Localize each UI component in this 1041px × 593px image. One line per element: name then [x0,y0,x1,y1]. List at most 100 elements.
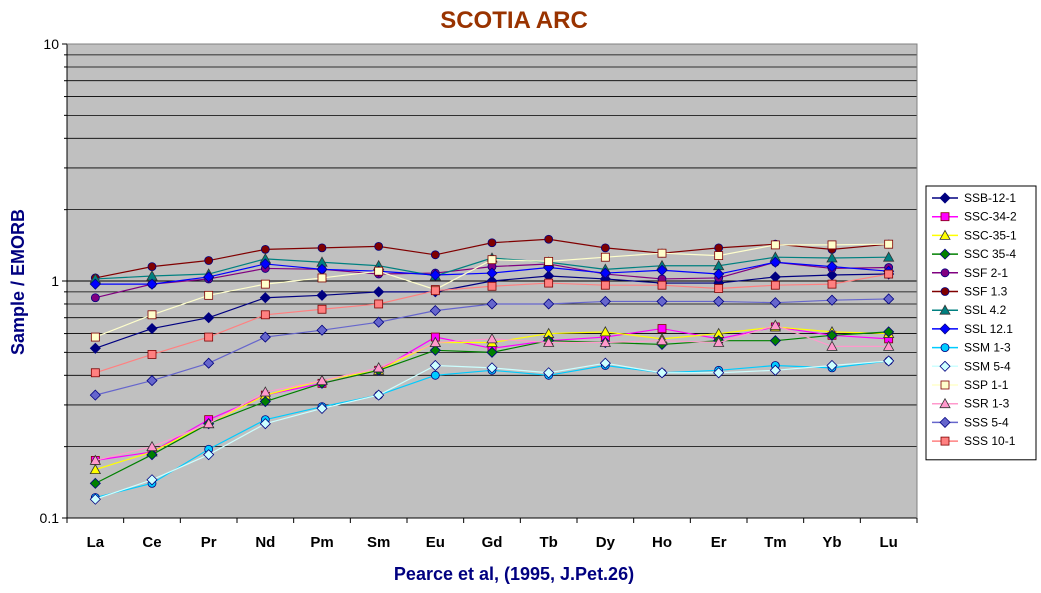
data-point [90,368,100,378]
legend-label: SSB-12-1 [964,191,1016,205]
series-10 [90,239,894,342]
x-tick-label: Ce [142,534,161,551]
legend-label: SSC 35-4 [964,247,1016,261]
data-point [316,374,328,385]
data-point [429,269,441,281]
data-point [487,238,497,248]
data-point [146,278,158,290]
data-point [599,295,611,307]
data-point [826,329,838,341]
x-tick-label: Ho [652,534,672,551]
data-point [90,332,100,342]
data-point [260,279,270,289]
x-tick-label: Yb [822,534,841,551]
data-point [883,293,895,305]
data-point [259,386,272,397]
x-tick-label: Tm [764,534,787,551]
data-point [657,324,667,333]
data-point [487,281,497,291]
data-point [486,362,498,374]
legend-label: SSL 12.1 [964,322,1013,336]
data-point [374,241,384,251]
data-point [882,340,895,351]
data-point [259,258,271,270]
data-point [656,334,668,346]
legend-label: SSM 1-3 [964,341,1011,355]
y-axis-title: Sample / EMORB [8,209,28,355]
data-point [429,336,442,347]
x-tick-label: Gd [482,534,503,551]
legend-label: SSF 1.3 [964,285,1008,299]
data-point [769,297,781,309]
data-point [90,293,100,303]
legend-label: SSC-34-2 [964,210,1017,224]
legend-marker [940,380,950,390]
data-point [89,389,101,401]
legend-marker [939,229,951,240]
x-tick-label: Pm [310,534,333,551]
data-point [430,370,440,380]
data-point [486,298,498,310]
data-point [543,298,555,310]
data-point [656,367,668,379]
data-point [89,278,101,290]
data-point [374,299,384,309]
legend-marker [940,436,950,446]
data-point [600,252,610,262]
data-point [713,295,725,307]
data-point [316,324,328,336]
data-point [656,295,668,307]
legend-label: SSS 5-4 [964,415,1009,429]
data-point [203,312,215,324]
x-tick-label: Er [711,534,727,551]
data-point [259,418,271,430]
data-point [89,463,102,475]
data-point [826,261,838,273]
data-point [884,239,894,249]
data-point [204,290,214,300]
data-point [146,375,158,387]
data-point [883,355,895,367]
data-point [316,402,328,414]
data-point [203,357,215,369]
legend-marker [939,360,951,372]
legend-label: SSF 2-1 [964,266,1008,280]
series-11 [89,319,895,465]
data-point [89,342,101,354]
data-point [486,267,498,279]
data-point [146,474,158,486]
data-point [259,395,271,408]
legend-label: SSC-35-1 [964,228,1017,242]
x-tick-label: Dy [596,534,616,551]
data-point [89,477,101,489]
data-point [374,266,384,276]
series-layer [89,234,895,505]
data-point [544,278,554,288]
x-tick-label: Eu [426,534,445,551]
data-point [372,362,385,373]
x-tick-label: Tb [540,534,558,551]
data-point [430,250,440,260]
data-point [714,284,724,293]
data-point [826,294,838,306]
legend-label: SSS 10-1 [964,434,1016,448]
x-tick-label: Pr [201,534,217,551]
y-tick-label: 1 [51,273,59,289]
data-point [317,243,327,253]
data-point [89,454,102,465]
data-point [203,449,215,461]
legend-label: SSR 1-3 [964,397,1010,411]
data-point [713,367,725,379]
data-point [202,417,215,429]
data-point [543,367,555,379]
data-point [373,389,385,401]
data-point [147,310,157,320]
legend-marker [940,212,950,222]
data-point [712,336,725,347]
data-point [769,319,782,330]
y-tick-label: 10 [43,36,59,52]
data-point [544,234,554,244]
data-point [259,331,271,343]
data-point [542,336,555,347]
data-point [373,316,385,328]
